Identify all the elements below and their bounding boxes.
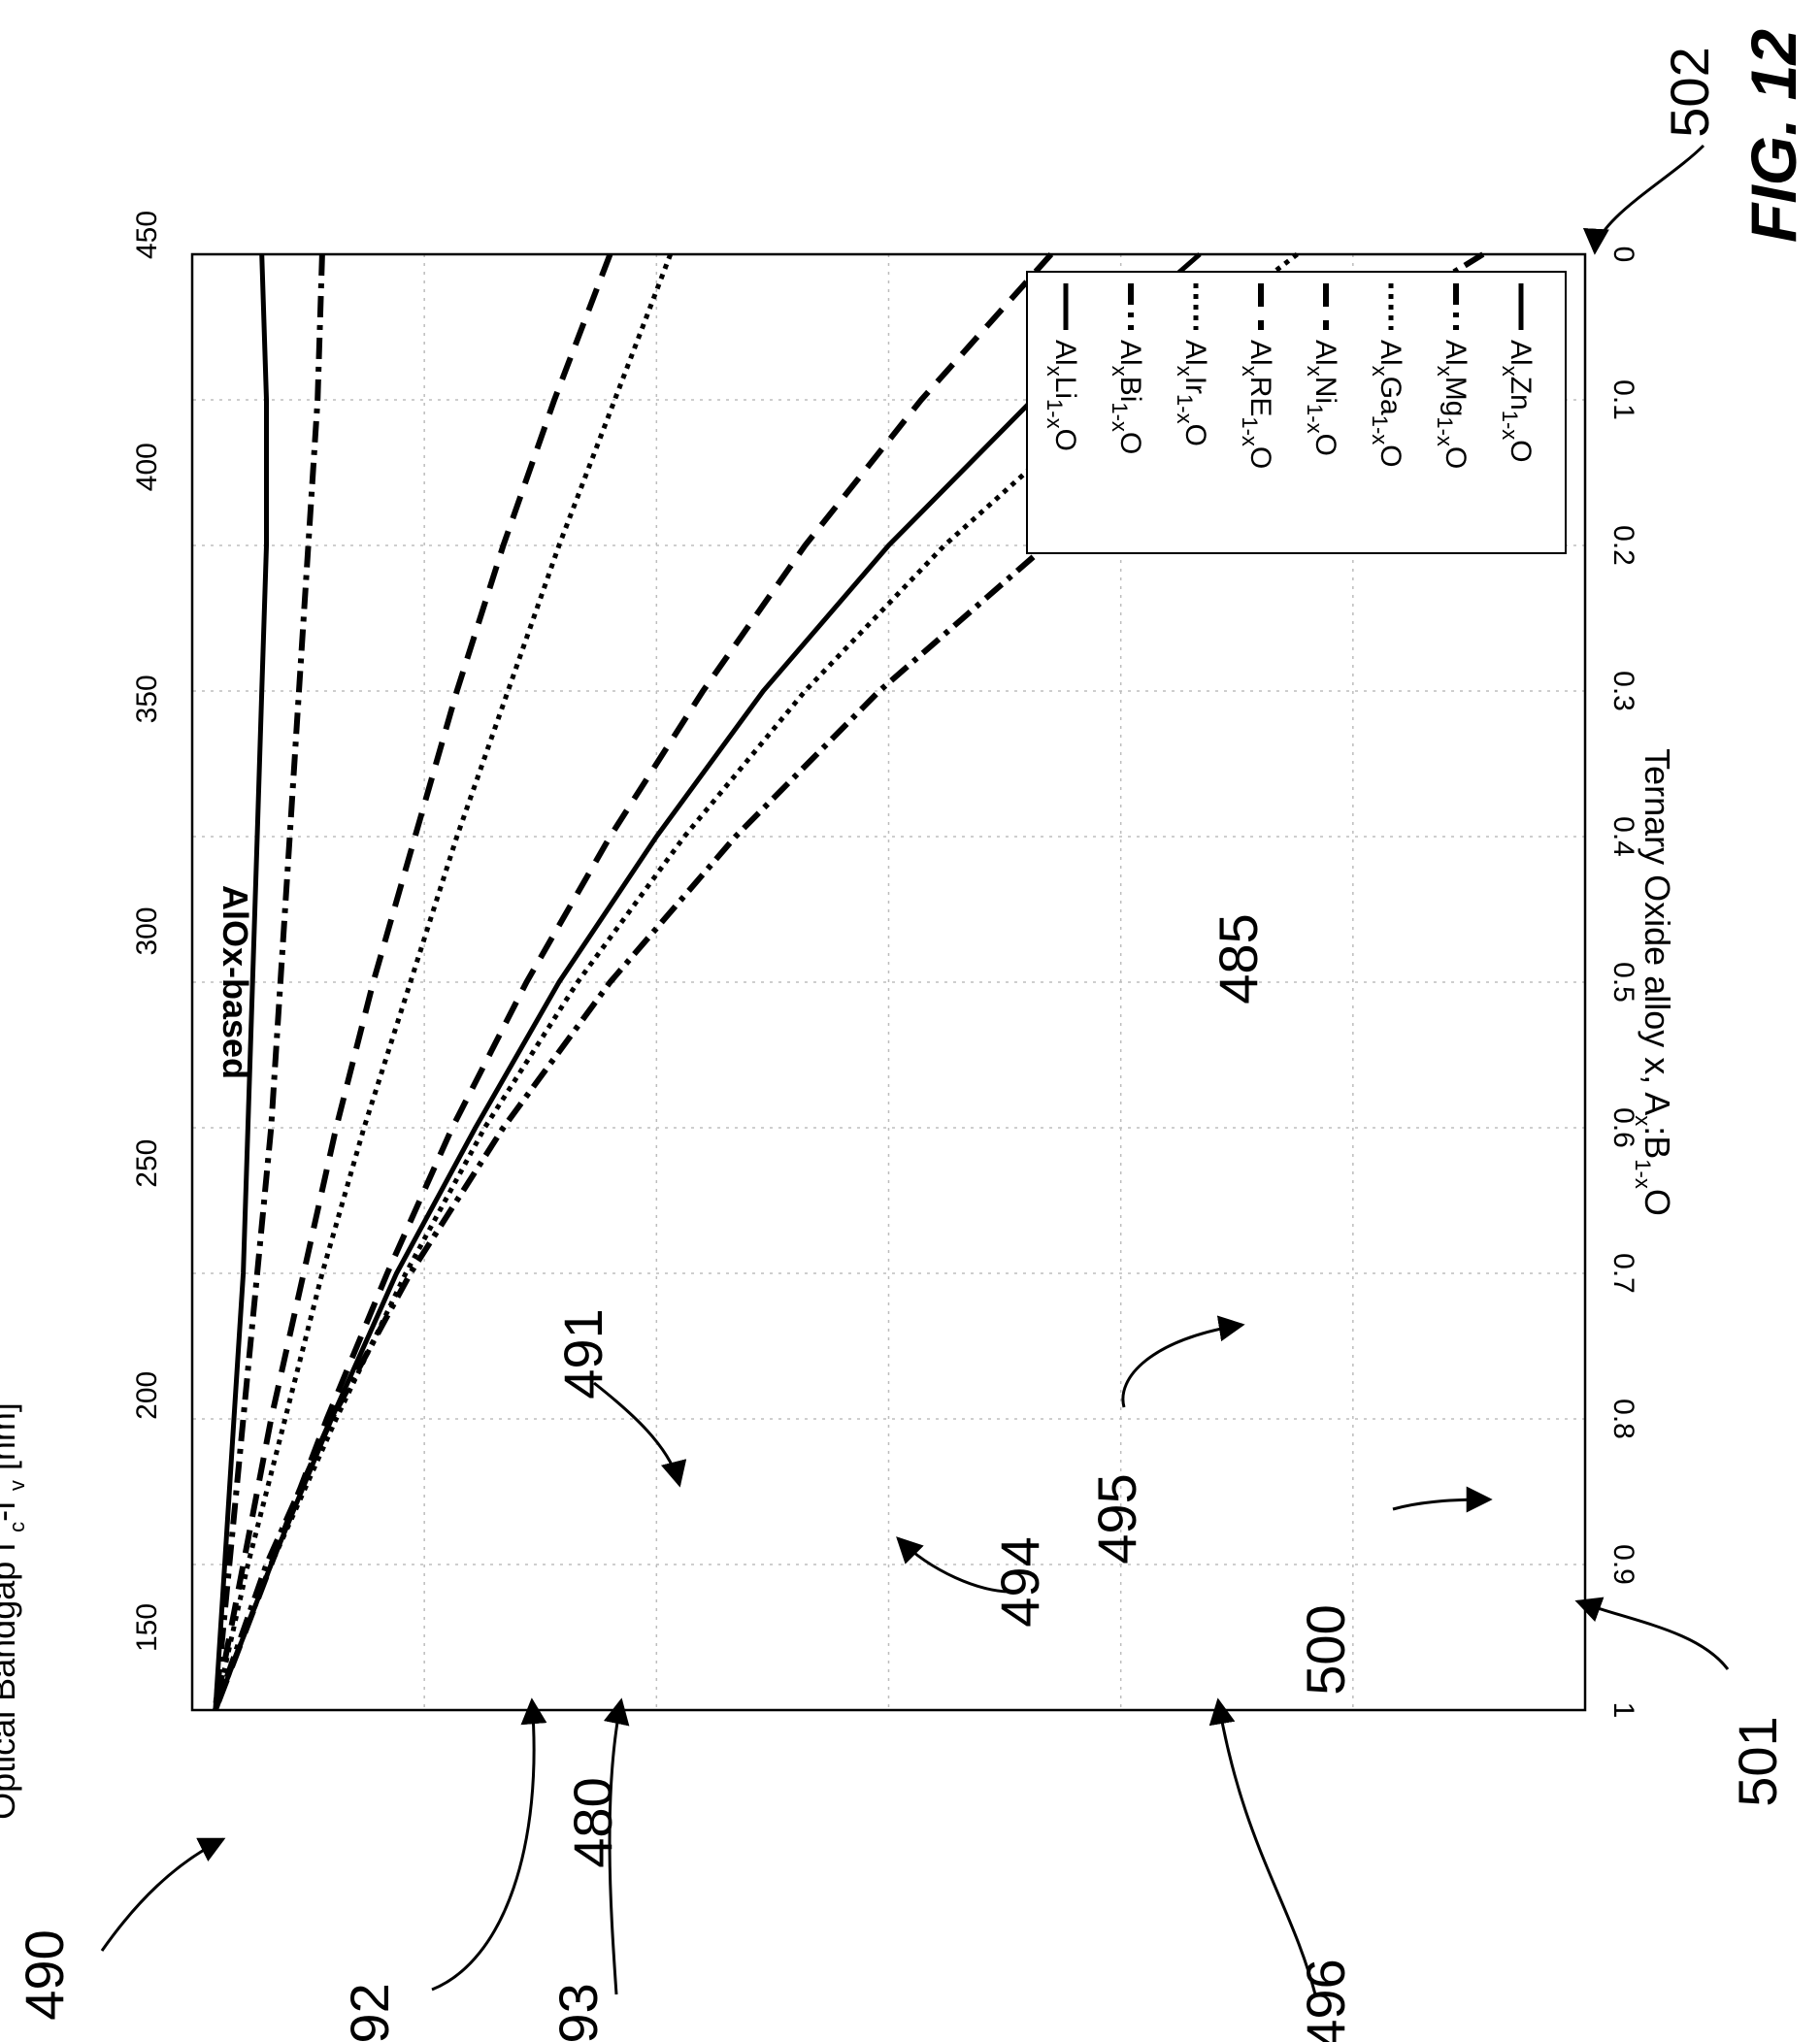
x-tick-label: 0.5 <box>1607 962 1639 1003</box>
callout-arrow-496 <box>1208 1697 1317 1995</box>
plot-frame <box>190 252 1587 1712</box>
callout-label-500: 500 <box>1295 1604 1356 1695</box>
x-axis-label: Ternary Oxide alloy x, Ax:B1-xO <box>1631 748 1677 1216</box>
x-tick-label: 0.1 <box>1607 379 1639 420</box>
x-tick-label: 0.9 <box>1607 1544 1639 1585</box>
rotated-chart: 0 0.1 0.2 0.3 0.4 0.5 0.6 0.7 0.8 0.9 1 150 200 250 30… <box>0 211 1677 1820</box>
callout-arrow-493 <box>603 1697 630 1995</box>
callout-label-495: 495 <box>1086 1473 1147 1564</box>
callout-arrow-491 <box>593 1381 687 1488</box>
callout-arrow-502 <box>1582 144 1705 255</box>
legend-entry: AlxGa1-xO <box>1368 340 1406 468</box>
callout-arrow-500 <box>1392 1486 1493 1513</box>
y-tick-label: 350 <box>131 675 163 723</box>
callout-label-493: 493 <box>547 1983 609 2042</box>
series-line-7 <box>212 253 325 1711</box>
legend: AlxZn1-xO AlxMg1-xO AlxGa1-xO AlxNi1-xO AlxR… <box>1026 271 1567 554</box>
x-tick-label: 1 <box>1607 1702 1639 1719</box>
series-layer <box>212 251 1485 1712</box>
legend-entry: AlxRE1-xO <box>1238 340 1276 469</box>
series-line-2 <box>213 251 1485 1711</box>
callout-label-501: 501 <box>1727 1716 1788 1806</box>
chart-title: AlOx-based <box>215 885 255 1079</box>
y-tick-label: 300 <box>131 906 163 955</box>
callout-arrow-501 <box>1574 1597 1730 1670</box>
callout-label-502: 502 <box>1659 47 1720 137</box>
y-tick-label: 150 <box>131 1603 163 1652</box>
series-line-3 <box>213 252 1299 1711</box>
callouts: 490 491 492 493 494 495 496 500 501 502 480 485 <box>14 47 1788 2042</box>
callout-label-496: 496 <box>1295 1959 1356 2042</box>
x-tick-label: 0.7 <box>1607 1253 1639 1294</box>
callout-label-491: 491 <box>552 1308 613 1399</box>
x-tick-label: 0.3 <box>1607 671 1639 711</box>
callout-label-492: 492 <box>339 1983 400 2042</box>
callout-label-480: 480 <box>562 1777 623 1867</box>
legend-box <box>1026 271 1567 554</box>
y-axis-label: Optical Bandgap Γc-Γv [nm] <box>0 1402 29 1820</box>
callout-arrow-490 <box>100 1837 226 1952</box>
series-line-8 <box>213 253 269 1711</box>
x-tick-label: 0.6 <box>1607 1107 1639 1148</box>
legend-entry: AlxNi1-xO <box>1303 340 1341 456</box>
callout-arrow-492 <box>431 1697 547 1992</box>
legend-entry: AlxBi1-xO <box>1108 340 1146 454</box>
legend-entry: AlxLi1-xO <box>1042 340 1081 451</box>
x-tick-label: 0 <box>1607 247 1639 263</box>
legend-entry: AlxIr1-xO <box>1173 340 1211 446</box>
x-tick-label: 0.4 <box>1607 816 1639 857</box>
y-tick-label: 200 <box>131 1371 163 1420</box>
callout-label-485: 485 <box>1208 913 1269 1004</box>
legend-entry: AlxMg1-xO <box>1433 340 1472 469</box>
y-axis-label-group: Optical Bandgap Γc-Γv [nm] <box>0 1402 29 1820</box>
y-tick-label: 400 <box>131 443 163 491</box>
tick-labels: 0 0.1 0.2 0.3 0.4 0.5 0.6 0.7 0.8 0.9 1 150 200 250 30… <box>131 211 1639 1718</box>
y-tick-label: 250 <box>131 1139 163 1188</box>
y-tick-label: 450 <box>131 211 163 259</box>
callout-label-494: 494 <box>989 1536 1050 1627</box>
series-line-6 <box>213 253 674 1711</box>
callout-label-490: 490 <box>14 1929 75 2020</box>
series-line-4 <box>213 252 1054 1712</box>
callout-arrow-494 <box>896 1536 1010 1594</box>
callout-arrow-495 <box>1121 1315 1245 1408</box>
legend-entry: AlxZn1-xO <box>1498 340 1537 463</box>
series-line-5 <box>212 252 613 1711</box>
figure-label: FIG. 12 <box>1737 29 1809 243</box>
x-tick-label: 0.8 <box>1607 1399 1639 1439</box>
x-tick-label: 0.2 <box>1607 525 1639 566</box>
